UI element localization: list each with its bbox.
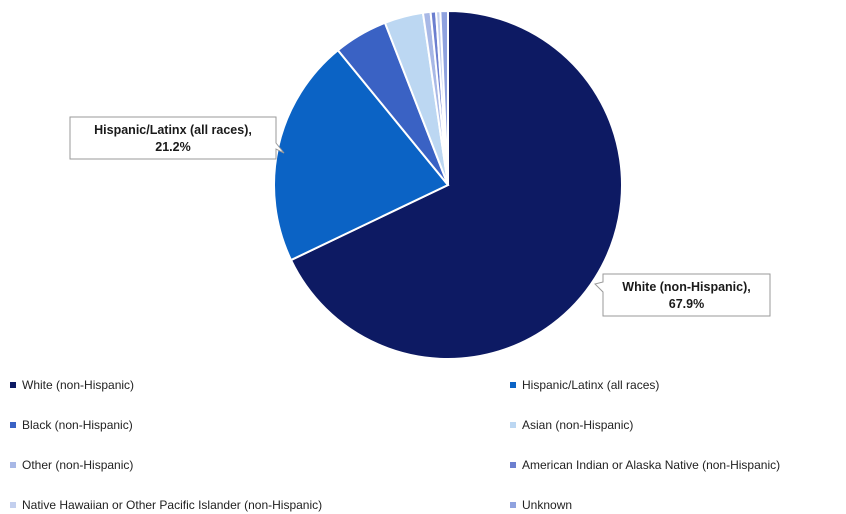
data-label-value-1: 21.2% bbox=[155, 140, 190, 154]
legend-label-2: Black (non-Hispanic) bbox=[22, 418, 133, 432]
pie-chart: White (non-Hispanic), 67.9% Hispanic/Latin… bbox=[69, 9, 771, 360]
callout-box-0 bbox=[594, 273, 771, 317]
legend-item-7: Unknown bbox=[510, 498, 572, 512]
data-label-value-0: 67.9% bbox=[669, 297, 704, 311]
data-label-name-0: White (non-Hispanic), bbox=[622, 280, 750, 294]
legend-label-5: American Indian or Alaska Native (non-Hi… bbox=[522, 458, 781, 472]
legend-swatch-0 bbox=[10, 381, 16, 388]
legend-swatch-4 bbox=[10, 461, 16, 468]
legend-swatch-5 bbox=[510, 461, 516, 468]
legend-swatch-3 bbox=[510, 421, 516, 428]
legend-swatch-7 bbox=[510, 501, 516, 508]
legend-item-6: Native Hawaiian or Other Pacific Islande… bbox=[10, 498, 322, 512]
legend-item-1: Hispanic/Latinx (all races) bbox=[510, 378, 659, 392]
legend-label-0: White (non-Hispanic) bbox=[22, 378, 135, 392]
legend-item-4: Other (non-Hispanic) bbox=[10, 458, 133, 472]
legend-item-3: Asian (non-Hispanic) bbox=[510, 418, 633, 432]
legend-item-5: American Indian or Alaska Native (non-Hi… bbox=[510, 458, 780, 472]
legend-item-2: Black (non-Hispanic) bbox=[10, 418, 133, 432]
legend-swatch-2 bbox=[10, 421, 16, 428]
legend-swatch-1 bbox=[510, 381, 516, 388]
data-label-callouts: White (non-Hispanic), 67.9% Hispanic/Latin… bbox=[69, 116, 771, 317]
legend-label-7: Unknown bbox=[522, 498, 573, 512]
callout-box-1 bbox=[69, 116, 285, 160]
legend-label-3: Asian (non-Hispanic) bbox=[522, 418, 634, 432]
pie-slice-7 bbox=[439, 9, 449, 186]
callout-1: Hispanic/Latinx (all races), 21.2% bbox=[69, 116, 285, 160]
data-label-name-1: Hispanic/Latinx (all races), bbox=[94, 123, 252, 137]
pie-slices bbox=[273, 9, 624, 360]
legend-label-1: Hispanic/Latinx (all races) bbox=[522, 378, 660, 392]
callout-0: White (non-Hispanic), 67.9% bbox=[594, 273, 771, 317]
legend-swatch-6 bbox=[10, 501, 16, 508]
legend-label-4: Other (non-Hispanic) bbox=[22, 458, 134, 472]
legend-label-6: Native Hawaiian or Other Pacific Islande… bbox=[22, 498, 323, 512]
pie-slice-0 bbox=[289, 9, 624, 360]
legend-item-0: White (non-Hispanic) bbox=[10, 378, 134, 392]
